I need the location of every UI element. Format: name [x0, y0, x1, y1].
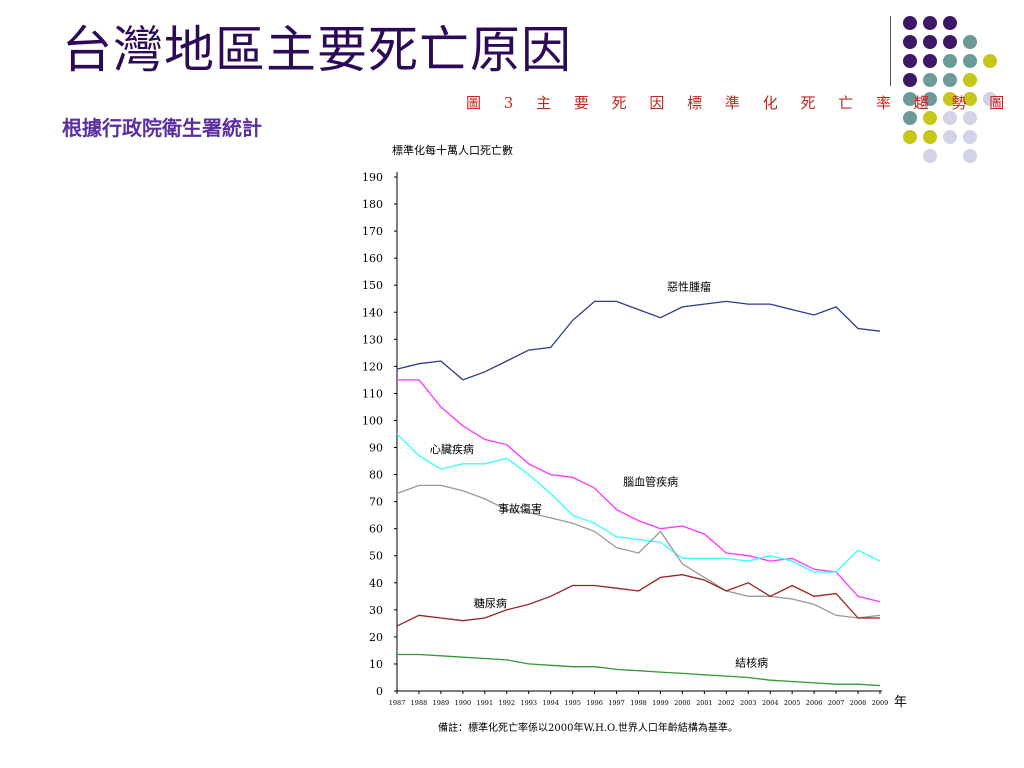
decorative-dot — [923, 54, 937, 68]
y-tick-label: 10 — [369, 658, 383, 671]
series-label: 糖尿病 — [474, 596, 507, 610]
x-tick-label: 1998 — [630, 699, 647, 707]
decorative-dot — [923, 73, 937, 87]
x-tick-label: 1994 — [542, 699, 559, 707]
y-tick-label: 160 — [362, 252, 383, 265]
x-tick-label: 1999 — [652, 699, 669, 707]
decorative-dot — [903, 130, 917, 144]
y-tick-label: 20 — [369, 631, 383, 644]
y-axis-label: 標準化每十萬人口死亡數 — [392, 143, 513, 157]
chart-footnote: 備註：標準化死亡率係以2000年W.H.O.世界人口年齡結構為基準。 — [438, 721, 738, 734]
series-line — [396, 574, 880, 627]
x-tick-label: 2001 — [696, 699, 713, 707]
chart-ticks: 0 10 20 30 40 50 60 70 80 90 100 110 120 130 140 150 160… — [362, 171, 888, 707]
y-tick-label: 140 — [362, 306, 383, 319]
x-tick-label: 1996 — [586, 699, 603, 707]
series-label: 心臟疾病 — [430, 442, 474, 456]
series-line — [397, 379, 881, 603]
slide-title: 台灣地區主要死亡原因 — [62, 21, 572, 79]
decorative-dot — [923, 35, 937, 49]
chart-title: 圖 3 主 要 死 因 標 準 化 死 亡 率 趨 勢 圖 — [466, 94, 1014, 112]
decorative-dot — [943, 16, 957, 30]
x-tick-label: 1989 — [433, 699, 450, 707]
y-tick-label: 30 — [369, 604, 383, 617]
x-tick-label: 2000 — [674, 699, 691, 707]
decorative-dot — [963, 92, 977, 106]
decorative-dot — [963, 130, 977, 144]
decorative-dot — [963, 149, 977, 163]
slide-subtitle: 根據行政院衛生署統計 — [62, 116, 262, 140]
decorative-dot — [983, 54, 997, 68]
x-tick-label: 1993 — [520, 699, 537, 707]
decorative-dot — [983, 92, 997, 106]
x-tick-label: 1990 — [455, 699, 472, 707]
x-tick-label: 2005 — [784, 699, 801, 707]
chart-series — [396, 300, 881, 687]
y-tick-label: 0 — [376, 685, 383, 698]
series-label: 腦血管疾病 — [623, 474, 678, 488]
x-tick-label: 1987 — [389, 699, 406, 707]
x-tick-label: 2009 — [872, 699, 889, 707]
series-line — [397, 653, 881, 687]
y-tick-label: 120 — [362, 360, 383, 373]
decorative-dot-grid — [900, 10, 1024, 170]
series-label: 結核病 — [735, 656, 768, 670]
decorative-dot — [943, 130, 957, 144]
decorative-dot — [943, 92, 957, 106]
decorative-dot — [903, 54, 917, 68]
y-tick-label: 130 — [362, 333, 383, 346]
chart-axes — [396, 172, 882, 692]
decorative-dot — [943, 73, 957, 87]
decorative-dot — [943, 54, 957, 68]
series-label: 惡性腫瘤 — [667, 280, 711, 294]
decorative-dot — [903, 35, 917, 49]
x-axis-label: 年 — [894, 695, 907, 710]
y-tick-label: 60 — [369, 523, 383, 536]
decorative-dot — [923, 111, 937, 125]
y-tick-label: 150 — [362, 279, 383, 292]
decorative-dot — [903, 111, 917, 125]
decorative-dot — [963, 111, 977, 125]
decorative-dot — [923, 149, 937, 163]
y-tick-label: 170 — [362, 225, 383, 238]
x-tick-label: 2004 — [762, 699, 779, 707]
decorative-dot — [963, 54, 977, 68]
x-tick-label: 1988 — [411, 699, 428, 707]
x-tick-label: 2006 — [806, 699, 823, 707]
series-line — [396, 433, 881, 573]
y-tick-label: 180 — [362, 198, 383, 211]
x-tick-label: 2002 — [718, 699, 735, 707]
decorative-dot — [903, 92, 917, 106]
series-line — [396, 300, 881, 381]
decorative-dot — [923, 92, 937, 106]
y-tick-label: 80 — [369, 469, 383, 482]
series-label: 事故傷害 — [498, 501, 542, 515]
decorative-dot — [963, 35, 977, 49]
x-tick-label: 1997 — [608, 699, 625, 707]
decorative-dot — [943, 111, 957, 125]
y-tick-label: 50 — [369, 550, 383, 563]
x-tick-label: 1995 — [564, 699, 581, 707]
y-tick-label: 190 — [362, 171, 383, 184]
x-tick-label: 1991 — [477, 699, 494, 707]
decorative-dot — [923, 16, 937, 30]
divider-line — [890, 16, 891, 86]
series-line — [396, 484, 881, 619]
y-tick-label: 70 — [369, 496, 383, 509]
x-tick-label: 1992 — [498, 699, 515, 707]
x-tick-label: 2003 — [740, 699, 757, 707]
x-tick-label: 2008 — [850, 699, 867, 707]
decorative-dot — [923, 130, 937, 144]
y-tick-label: 110 — [362, 387, 383, 400]
decorative-dot — [963, 73, 977, 87]
decorative-dot — [943, 35, 957, 49]
decorative-dot — [903, 16, 917, 30]
y-tick-label: 90 — [369, 442, 383, 455]
y-tick-label: 100 — [362, 414, 383, 427]
decorative-dot — [903, 73, 917, 87]
x-tick-label: 2007 — [828, 699, 845, 707]
y-tick-label: 40 — [369, 577, 383, 590]
